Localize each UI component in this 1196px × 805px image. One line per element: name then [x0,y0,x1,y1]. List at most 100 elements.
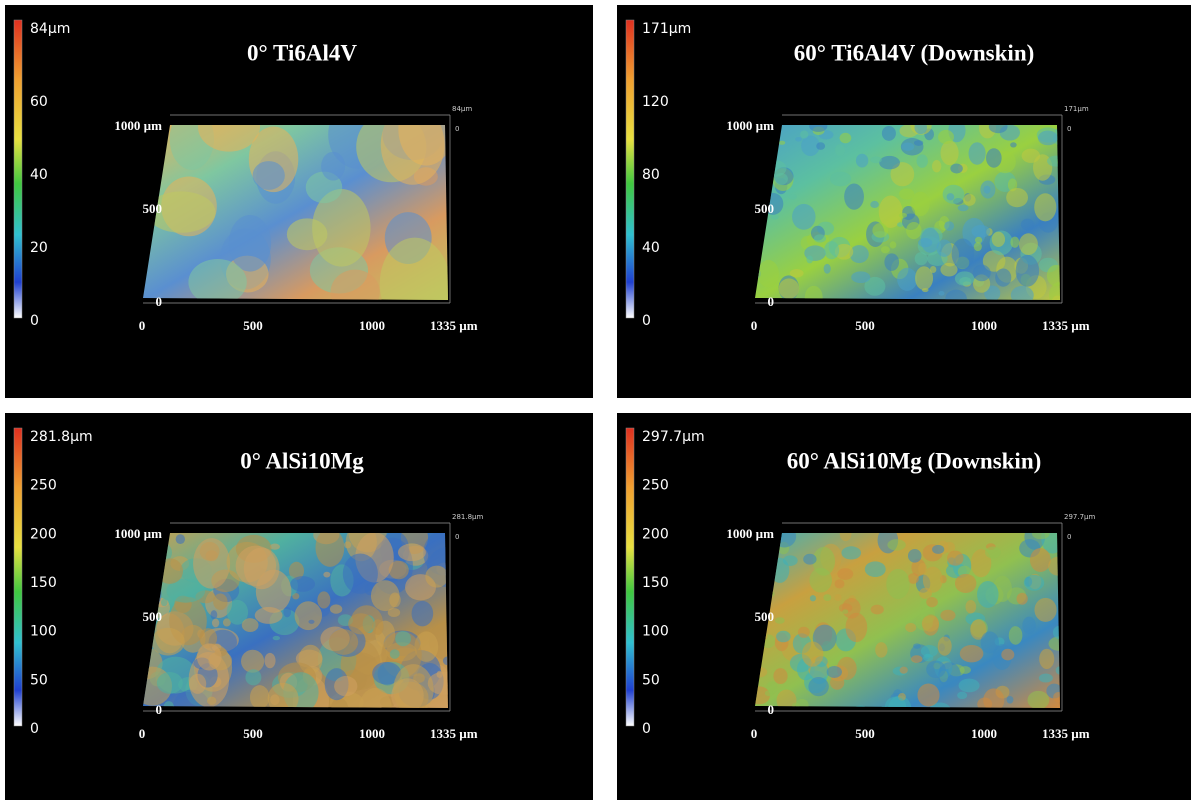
surface-feature [899,213,907,218]
surface-feature [969,142,986,164]
surface-feature [958,205,969,212]
surface-feature [412,601,434,626]
surface-feature [816,142,825,150]
surface-feature [1017,593,1028,605]
surface-feature [940,141,958,165]
panel-title: 60° Ti6Al4V (Downskin) [794,40,1035,65]
x-axis-label: 500 [243,726,263,741]
surface-feature [176,534,185,544]
surface-feature [792,703,800,708]
surface-feature [802,642,824,667]
surface-feature [914,140,923,146]
colorbar-label: 150 [30,575,57,591]
surface-feature [841,546,861,559]
surface-feature [824,241,839,259]
surface-feature [250,685,269,709]
surface-feature [973,265,991,282]
x-axis-label: 1000 [359,726,385,741]
colorbar-label: 120 [642,94,669,110]
surface-panel: 297.7µm25020015010050060° AlSi10Mg (Down… [617,413,1191,800]
surface-feature [851,271,870,283]
surface-feature [938,130,954,144]
surface-feature [835,144,845,156]
surface-feature [932,160,941,172]
surface-feature [1016,255,1039,287]
surface-feature [792,204,815,230]
surface-feature [870,156,882,163]
surface-feature [268,683,299,714]
x-axis-label: 0 [751,318,758,333]
surface-feature [308,620,314,624]
surface-feature [882,126,896,141]
surface-feature [884,253,899,271]
colorbar-label: 281.8µm [30,429,93,445]
colorbar-label: 150 [642,575,669,591]
surface-feature [959,679,980,693]
surface-feature [773,526,796,548]
z-axis-label: 297.7µm [1064,513,1095,521]
surface-feature [932,545,944,554]
surface-feature [905,623,916,632]
surface-feature [915,252,928,265]
surface-feature [806,255,813,263]
surface-feature [921,645,938,657]
surface-feature [395,631,411,646]
surface-feature [1049,636,1072,651]
surface-feature [810,595,816,601]
surface-feature [901,142,914,150]
surface-feature [253,161,285,190]
surface-feature [1009,626,1023,645]
surface-feature [188,259,246,305]
colorbar-label: 250 [30,478,57,494]
colorbar [626,428,634,726]
surface-feature [908,549,922,563]
surface-feature [995,268,1011,286]
colorbar-label: 250 [642,478,669,494]
surface-feature [161,599,168,607]
surface-feature [940,610,955,621]
x-axis-label: 1335 µm [1042,318,1090,333]
surface-feature [156,558,183,584]
colorbar [14,20,22,318]
surface-feature [290,576,315,592]
z-axis-label: 0 [1067,125,1071,133]
surface-feature [917,154,928,167]
colorbar-label: 60 [30,94,48,110]
x-axis-label: 1335 µm [430,726,478,741]
surface-feature [835,579,845,588]
surface-feature [389,593,400,608]
surface-feature [197,643,222,670]
surface-feature [834,594,841,601]
surface-feature [343,553,378,593]
surface-feature [890,241,897,248]
y-axis-label: 1000 µm [114,118,162,133]
surface-feature [879,156,900,170]
x-axis-label: 500 [855,726,875,741]
surface-feature [1032,528,1049,539]
surface-feature [911,655,922,663]
surface-feature [943,185,965,204]
surface-feature [1038,131,1058,146]
surface-feature [1027,691,1049,710]
surface-feature [151,628,185,656]
surface-feature [1024,575,1045,591]
x-axis-label: 1335 µm [1042,726,1090,741]
colorbar-label: 171µm [642,21,691,37]
surface-feature [229,215,271,272]
surface-feature [1053,626,1066,639]
surface-feature [870,201,879,208]
surface-feature [800,130,808,138]
surface-feature [317,591,330,608]
surface-feature [926,597,938,607]
surface-feature [779,278,799,298]
y-axis-label: 0 [156,294,163,309]
surface-feature [273,636,280,640]
surface-feature [287,218,328,250]
x-axis-label: 1335 µm [430,318,478,333]
surface-feature [1052,296,1064,309]
surface-feature [974,242,982,251]
surface-feature [783,555,798,566]
surface-feature [1047,265,1066,286]
surface-feature [255,607,283,624]
panel-title: 0° AlSi10Mg [240,448,364,473]
